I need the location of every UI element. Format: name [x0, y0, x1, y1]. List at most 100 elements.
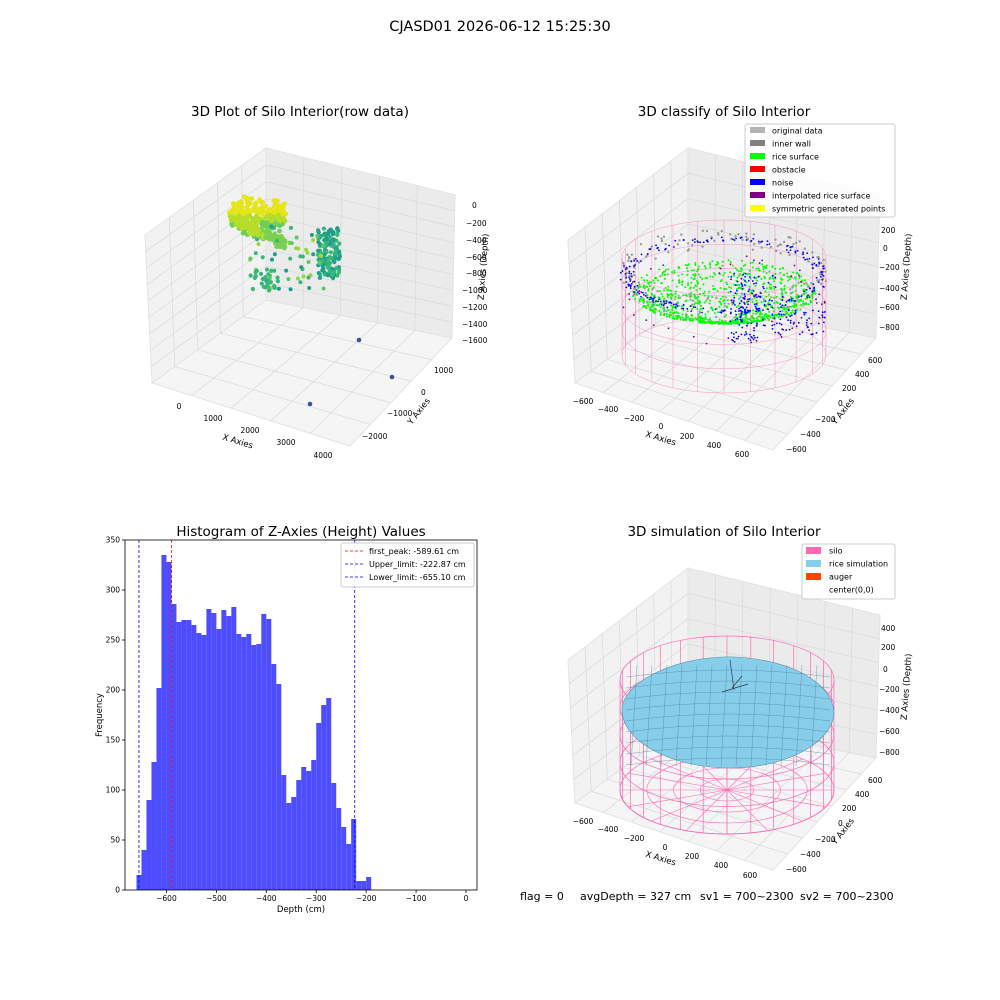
histogram-bar [351, 819, 357, 890]
simulation-legend-label: silo [829, 547, 843, 556]
classify-point-rice [679, 318, 682, 321]
histogram-bar [316, 723, 322, 890]
classify-point-noise [747, 303, 749, 306]
rice-mesh-line [690, 664, 698, 767]
classify-point-noise [784, 304, 787, 307]
classify-point-rice [713, 321, 716, 324]
classify-point-rice [712, 288, 715, 291]
classify-point-rice [803, 288, 806, 291]
classify-point-noise [638, 290, 641, 292]
simulation-legend-swatch [806, 547, 821, 554]
gridline [573, 274, 689, 360]
classify-point-rice [698, 310, 701, 313]
classify-point-noise [820, 270, 823, 273]
classify-point-rice [765, 295, 768, 298]
classify-point-interpolated [628, 293, 631, 295]
classify-point-rice [729, 322, 732, 325]
classify-point-rice [692, 286, 695, 289]
raw-point [233, 222, 239, 227]
classify-legend-swatch [750, 127, 765, 133]
classify-point-rice [703, 290, 706, 293]
classify-point-rice [732, 294, 735, 297]
classify-point-noise [682, 307, 685, 310]
gridline [744, 332, 850, 441]
raw-point [275, 275, 280, 280]
classify-point-rice [755, 276, 758, 279]
gridline [168, 217, 176, 367]
classify-point-noise [734, 310, 737, 313]
classify-point-rice [721, 264, 724, 267]
classify-point-rice [751, 298, 754, 301]
classify-point-rice [712, 285, 715, 288]
classify-point-noise [764, 324, 766, 327]
classify-point-noise [739, 315, 742, 318]
raw-point [246, 221, 252, 226]
classify-point-rice [695, 285, 698, 288]
classify-point-rice [751, 314, 754, 317]
classify-point-noise [740, 319, 743, 322]
classify-point-noise [691, 239, 694, 242]
classify-point-noise [744, 331, 747, 333]
classify-point-rice [790, 305, 793, 308]
classify-point-rice [759, 310, 762, 313]
classify-point-rice [673, 317, 676, 320]
classify-point-rice [673, 269, 676, 272]
classify-point-noise [787, 299, 790, 302]
classify-z-label: Z Axies (Depth) [900, 233, 915, 300]
classify-point-rice [748, 317, 751, 320]
classify-point-noise [641, 291, 644, 294]
simulation-title: 3D simulation of Silo Interior [627, 524, 821, 540]
classify-point-rice [666, 293, 669, 296]
classify-point-rice [647, 289, 650, 292]
classify-point-rice [679, 296, 682, 299]
classify-point-rice [814, 292, 817, 295]
classify-point-interpolated [753, 259, 755, 262]
classify-point-noise [757, 307, 759, 310]
raw-point [277, 228, 282, 234]
histogram-bar [296, 780, 302, 890]
classify-point-noise [741, 288, 744, 290]
classify-point-rice [800, 275, 803, 278]
classify-point-rice [773, 287, 776, 290]
classify-point-rice [692, 273, 695, 276]
raw-point [288, 287, 293, 292]
classify-point-noise [745, 333, 748, 335]
classify-point-noise [808, 317, 811, 320]
classify-point-rice [809, 301, 812, 304]
classify-point-rice [792, 297, 795, 300]
gridline [265, 265, 453, 307]
classify-point-rice [632, 295, 635, 298]
classify-point-rice [758, 312, 761, 315]
classify-point-noise [761, 318, 764, 321]
raw-point [268, 280, 273, 285]
histogram-bar [146, 800, 152, 890]
auger-marker [721, 659, 749, 693]
classify-point-noise [822, 265, 824, 268]
classify-point-rice [643, 300, 646, 303]
classify-point-rice [640, 276, 643, 279]
raw-point [321, 226, 327, 231]
classify-point-noise [809, 287, 811, 290]
gridline [302, 157, 305, 308]
classify-point-wall [751, 248, 755, 251]
classify-point-rice [652, 286, 655, 289]
histogram-bar [321, 705, 327, 890]
classify-point-rice [677, 297, 680, 300]
classify-point-noise [812, 309, 814, 312]
rice-mesh-line [735, 664, 743, 767]
classify-point-rice [765, 264, 768, 267]
classify-point-rice [751, 266, 754, 269]
classify-point-noise [750, 336, 753, 338]
classify-point-noise [642, 293, 645, 296]
classify-point-rice [663, 297, 666, 300]
classify-z-tick: −600 [879, 303, 900, 312]
histogram-bar [346, 844, 352, 890]
classify-point-interpolated [628, 298, 631, 301]
gridline [568, 593, 689, 685]
classify-point-wall [822, 258, 826, 262]
classify-point-rice [723, 272, 726, 275]
classify-point-rice [639, 297, 642, 300]
classify-point-noise [785, 249, 788, 251]
classify-point-noise [815, 264, 818, 267]
classify-point-rice [674, 290, 677, 293]
